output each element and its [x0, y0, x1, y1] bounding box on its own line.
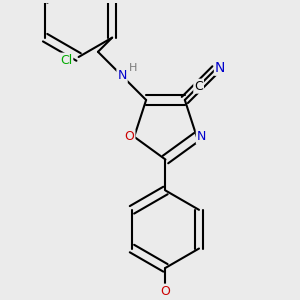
- Text: N: N: [117, 69, 127, 82]
- Text: Cl: Cl: [60, 54, 72, 67]
- Text: O: O: [124, 130, 134, 143]
- Text: H: H: [129, 63, 137, 73]
- Text: C: C: [194, 80, 203, 93]
- Text: O: O: [160, 285, 170, 298]
- Text: N: N: [215, 61, 225, 75]
- Text: N: N: [197, 130, 206, 143]
